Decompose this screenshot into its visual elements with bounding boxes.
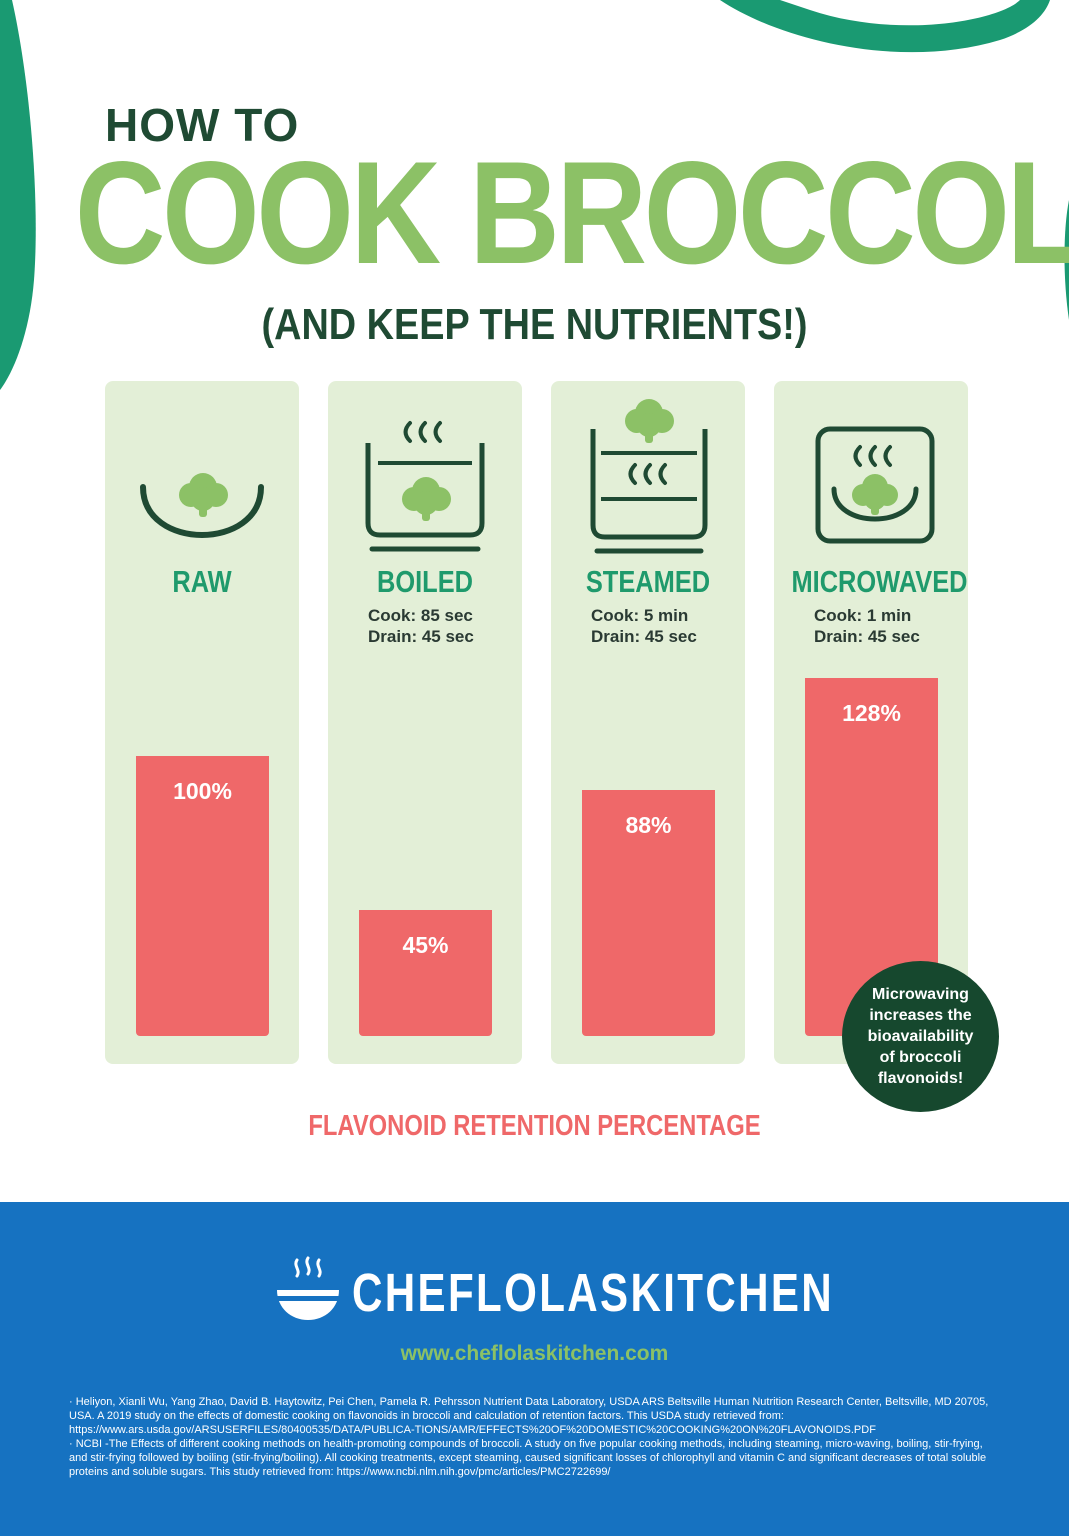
bar-value-label: 88%: [625, 812, 672, 838]
website-link[interactable]: www.cheflolaskitchen.com: [400, 1342, 669, 1365]
drain-time: Drain: 45 sec: [814, 627, 920, 646]
decorative-edge-right: [1064, 200, 1069, 320]
method-name: BOILED: [376, 564, 474, 599]
cook-times: Cook: 5 min Drain: 45 sec: [591, 605, 697, 647]
cook-times: Cook: 85 sec Drain: 45 sec: [368, 605, 474, 647]
cook-time: Cook: 5 min: [591, 606, 689, 625]
boiling-pot-icon: [365, 421, 485, 552]
bar-value-label: 128%: [842, 700, 901, 726]
microwave-icon: [815, 426, 935, 544]
steaming-bowl-logo-icon: [275, 1256, 341, 1320]
microwave-callout-badge: Microwaving increases the bioavailabilit…: [842, 961, 999, 1112]
raw-bowl-icon: [140, 473, 264, 538]
bar-value-label: 45%: [402, 932, 449, 958]
x-axis-label: FLAVONOID RETENTION PERCENTAGE: [308, 1110, 761, 1142]
page-title: COOK BROCCOLI: [74, 131, 1069, 294]
brand-name: CHEFLOLASKITCHEN: [352, 1263, 835, 1323]
drain-time: Drain: 45 sec: [591, 627, 697, 646]
method-name: STEAMED: [585, 564, 711, 599]
bar-boiled: 45%: [359, 910, 492, 1036]
footer: CHEFLOLASKITCHEN www.cheflolaskitchen.co…: [0, 1202, 1069, 1536]
cook-time: Cook: 1 min: [814, 606, 912, 625]
callout-text: Microwaving increases the bioavailabilit…: [867, 986, 974, 1087]
decorative-swirl-top-right: [720, 0, 1050, 53]
steamer-pot-icon: [590, 399, 708, 554]
bar-steamed: 88%: [582, 790, 715, 1036]
drain-time: Drain: 45 sec: [368, 627, 474, 646]
method-name: RAW: [172, 564, 232, 599]
method-name: MICROWAVED: [791, 564, 968, 599]
reference-item: · NCBI -The Effects of different cooking…: [69, 1438, 987, 1478]
references: · Heliyon, Xianli Wu, Yang Zhao, David B…: [69, 1395, 994, 1479]
reference-item: · Heliyon, Xianli Wu, Yang Zhao, David B…: [69, 1396, 989, 1436]
decorative-blob-left: [0, 0, 36, 390]
pre-title: HOW TO: [105, 99, 300, 151]
bar-value-label: 100%: [173, 778, 232, 804]
bar-raw: 100%: [136, 756, 269, 1036]
cook-times: Cook: 1 min Drain: 45 sec: [814, 605, 920, 647]
subtitle: (AND KEEP THE NUTRIENTS!): [261, 300, 808, 349]
cook-time: Cook: 85 sec: [368, 606, 473, 625]
